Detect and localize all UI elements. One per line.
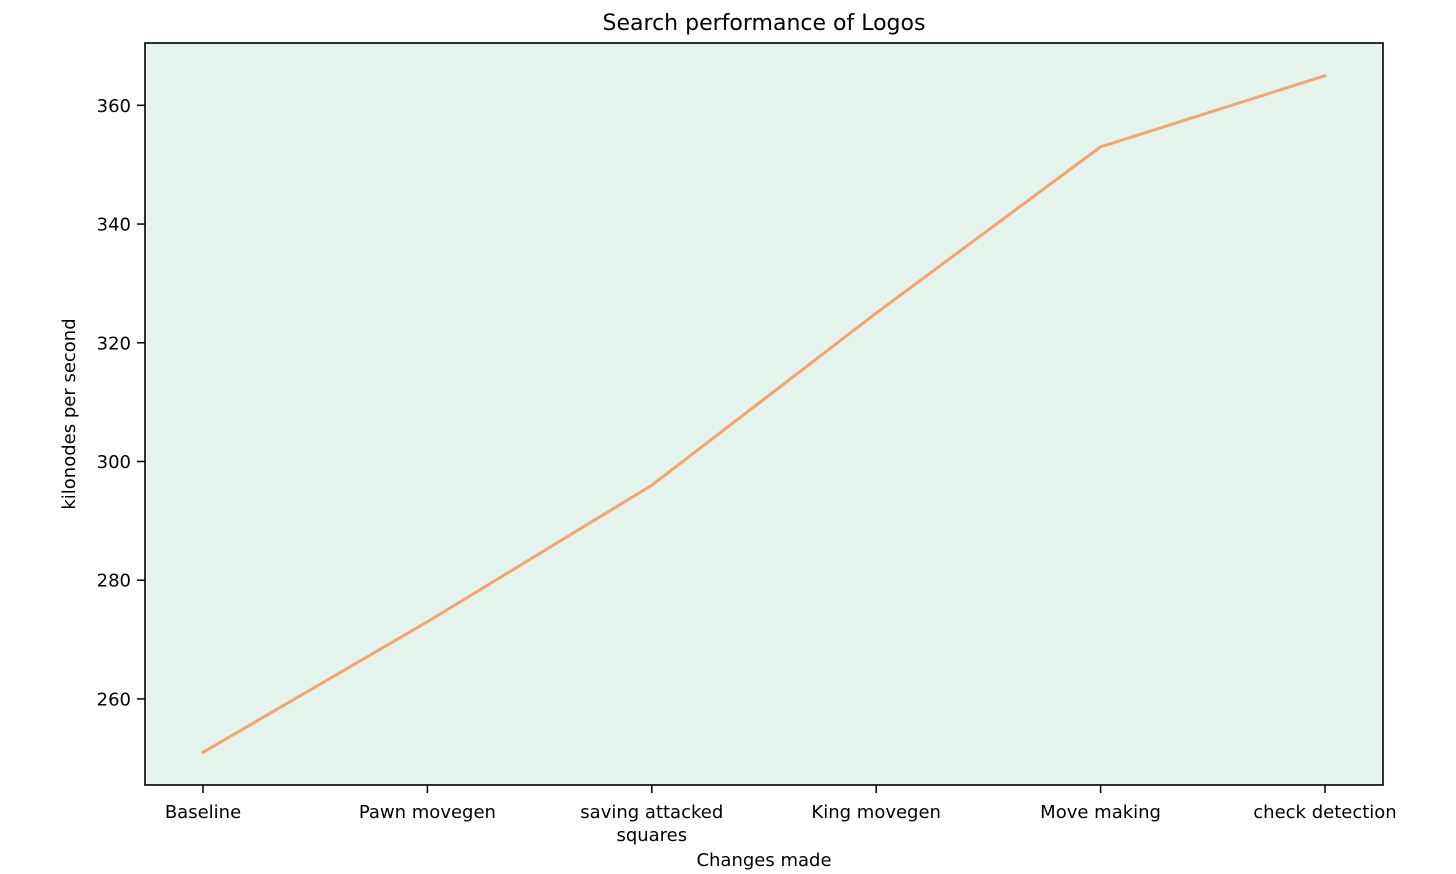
plot-area [144, 42, 1384, 786]
y-tick-label: 280 [97, 571, 131, 592]
y-tick-label: 360 [97, 96, 131, 117]
x-tick-label: check detection [1253, 802, 1396, 823]
performance-line [201, 74, 1327, 754]
x-tick-label: King movegen [811, 802, 941, 823]
x-tick-label: Pawn movegen [359, 802, 496, 823]
data-series-layer [201, 74, 1327, 754]
chart-title: Search performance of Logos [603, 11, 926, 36]
x-tick-label: Baseline [165, 802, 241, 823]
y-tick-label: 320 [97, 333, 131, 354]
y-tick-label: 260 [97, 689, 131, 710]
x-tick-label: Move making [1040, 802, 1161, 823]
y-tick-label: 300 [97, 452, 131, 473]
y-tick-label: 340 [97, 215, 131, 236]
axis-ticks-layer: 260 280 300 320 340 360 Baseline Pawn movegen sa… [97, 96, 1397, 846]
y-axis-label: kilonodes per second [59, 318, 80, 509]
x-tick-label: saving attacked squares [580, 802, 723, 846]
x-axis-label: Changes made [696, 850, 831, 871]
